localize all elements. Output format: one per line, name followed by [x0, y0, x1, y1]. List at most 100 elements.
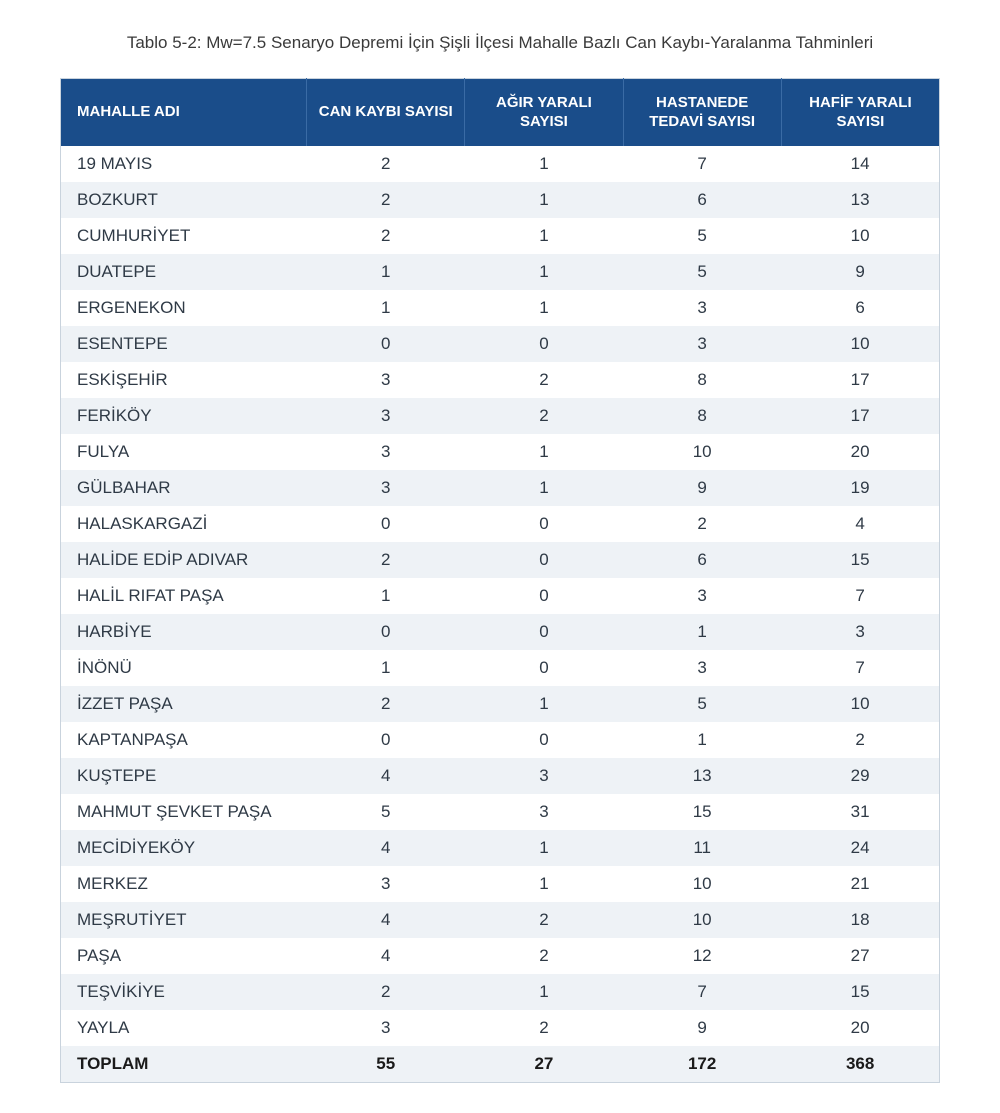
table-row: ESKİŞEHİR32817 — [61, 362, 940, 398]
cell-mahalle: ERGENEKON — [61, 290, 307, 326]
total-label: TOPLAM — [61, 1046, 307, 1083]
cell-mahalle: ESENTEPE — [61, 326, 307, 362]
cell-value: 2 — [465, 398, 623, 434]
col-header-hafif: HAFİF YARALI SAYISI — [781, 78, 939, 146]
cell-value: 9 — [623, 1010, 781, 1046]
cell-value: 27 — [781, 938, 939, 974]
total-value: 368 — [781, 1046, 939, 1083]
cell-value: 13 — [781, 182, 939, 218]
table-row: MAHMUT ŞEVKET PAŞA531531 — [61, 794, 940, 830]
table-body: 19 MAYIS21714BOZKURT21613CUMHURİYET21510… — [61, 146, 940, 1083]
cell-mahalle: KUŞTEPE — [61, 758, 307, 794]
cell-value: 2 — [307, 974, 465, 1010]
cell-mahalle: FULYA — [61, 434, 307, 470]
cell-value: 1 — [465, 290, 623, 326]
table-row: FULYA311020 — [61, 434, 940, 470]
cell-value: 15 — [623, 794, 781, 830]
cell-value: 14 — [781, 146, 939, 182]
cell-mahalle: MECİDİYEKÖY — [61, 830, 307, 866]
cell-mahalle: ESKİŞEHİR — [61, 362, 307, 398]
cell-value: 5 — [623, 254, 781, 290]
cell-mahalle: CUMHURİYET — [61, 218, 307, 254]
table-row: İNÖNÜ1037 — [61, 650, 940, 686]
table-row: KUŞTEPE431329 — [61, 758, 940, 794]
cell-value: 1 — [465, 254, 623, 290]
casualty-table: MAHALLE ADI CAN KAYBI SAYISI AĞIR YARALI… — [60, 78, 940, 1083]
cell-value: 12 — [623, 938, 781, 974]
cell-mahalle: İZZET PAŞA — [61, 686, 307, 722]
cell-mahalle: HALİL RIFAT PAŞA — [61, 578, 307, 614]
cell-value: 1 — [307, 290, 465, 326]
cell-value: 1 — [623, 722, 781, 758]
cell-value: 1 — [465, 686, 623, 722]
cell-value: 10 — [623, 866, 781, 902]
col-header-agir: AĞIR YARALI SAYISI — [465, 78, 623, 146]
cell-value: 0 — [465, 578, 623, 614]
cell-mahalle: İNÖNÜ — [61, 650, 307, 686]
cell-mahalle: TEŞVİKİYE — [61, 974, 307, 1010]
total-value: 172 — [623, 1046, 781, 1083]
cell-value: 31 — [781, 794, 939, 830]
cell-value: 3 — [623, 326, 781, 362]
cell-value: 0 — [465, 506, 623, 542]
cell-value: 6 — [623, 542, 781, 578]
cell-mahalle: PAŞA — [61, 938, 307, 974]
table-row: 19 MAYIS21714 — [61, 146, 940, 182]
col-header-cankaybi: CAN KAYBI SAYISI — [307, 78, 465, 146]
cell-value: 4 — [781, 506, 939, 542]
cell-value: 4 — [307, 758, 465, 794]
cell-value: 4 — [307, 938, 465, 974]
cell-value: 20 — [781, 1010, 939, 1046]
cell-value: 4 — [307, 830, 465, 866]
cell-value: 3 — [623, 578, 781, 614]
cell-value: 10 — [781, 686, 939, 722]
cell-mahalle: HALASKARGAZİ — [61, 506, 307, 542]
cell-value: 0 — [307, 506, 465, 542]
cell-value: 3 — [781, 614, 939, 650]
table-row: GÜLBAHAR31919 — [61, 470, 940, 506]
table-row: ESENTEPE00310 — [61, 326, 940, 362]
cell-value: 5 — [307, 794, 465, 830]
table-row: TEŞVİKİYE21715 — [61, 974, 940, 1010]
cell-value: 0 — [307, 614, 465, 650]
cell-value: 3 — [307, 362, 465, 398]
cell-value: 4 — [307, 902, 465, 938]
cell-mahalle: MAHMUT ŞEVKET PAŞA — [61, 794, 307, 830]
cell-value: 2 — [307, 686, 465, 722]
cell-mahalle: MEŞRUTİYET — [61, 902, 307, 938]
cell-value: 8 — [623, 362, 781, 398]
cell-value: 3 — [623, 290, 781, 326]
table-header-row: MAHALLE ADI CAN KAYBI SAYISI AĞIR YARALI… — [61, 78, 940, 146]
cell-value: 10 — [781, 218, 939, 254]
cell-mahalle: HALİDE EDİP ADIVAR — [61, 542, 307, 578]
table-row: ERGENEKON1136 — [61, 290, 940, 326]
cell-value: 1 — [307, 254, 465, 290]
table-row: MECİDİYEKÖY411124 — [61, 830, 940, 866]
cell-value: 2 — [307, 542, 465, 578]
cell-value: 1 — [623, 614, 781, 650]
cell-value: 3 — [307, 434, 465, 470]
cell-mahalle: MERKEZ — [61, 866, 307, 902]
cell-value: 2 — [307, 218, 465, 254]
cell-value: 9 — [781, 254, 939, 290]
cell-value: 3 — [307, 398, 465, 434]
table-row: FERİKÖY32817 — [61, 398, 940, 434]
table-caption: Tablo 5-2: Mw=7.5 Senaryo Depremi İçin Ş… — [60, 30, 940, 56]
cell-value: 0 — [465, 722, 623, 758]
total-value: 27 — [465, 1046, 623, 1083]
cell-value: 1 — [465, 434, 623, 470]
cell-value: 3 — [307, 1010, 465, 1046]
cell-value: 3 — [465, 758, 623, 794]
cell-value: 1 — [465, 218, 623, 254]
cell-value: 1 — [465, 470, 623, 506]
cell-value: 7 — [781, 650, 939, 686]
table-row: İZZET PAŞA21510 — [61, 686, 940, 722]
cell-mahalle: GÜLBAHAR — [61, 470, 307, 506]
cell-value: 3 — [307, 470, 465, 506]
col-header-mahalle: MAHALLE ADI — [61, 78, 307, 146]
cell-value: 0 — [465, 542, 623, 578]
cell-value: 1 — [465, 182, 623, 218]
cell-value: 7 — [623, 974, 781, 1010]
cell-value: 2 — [623, 506, 781, 542]
cell-value: 2 — [307, 146, 465, 182]
